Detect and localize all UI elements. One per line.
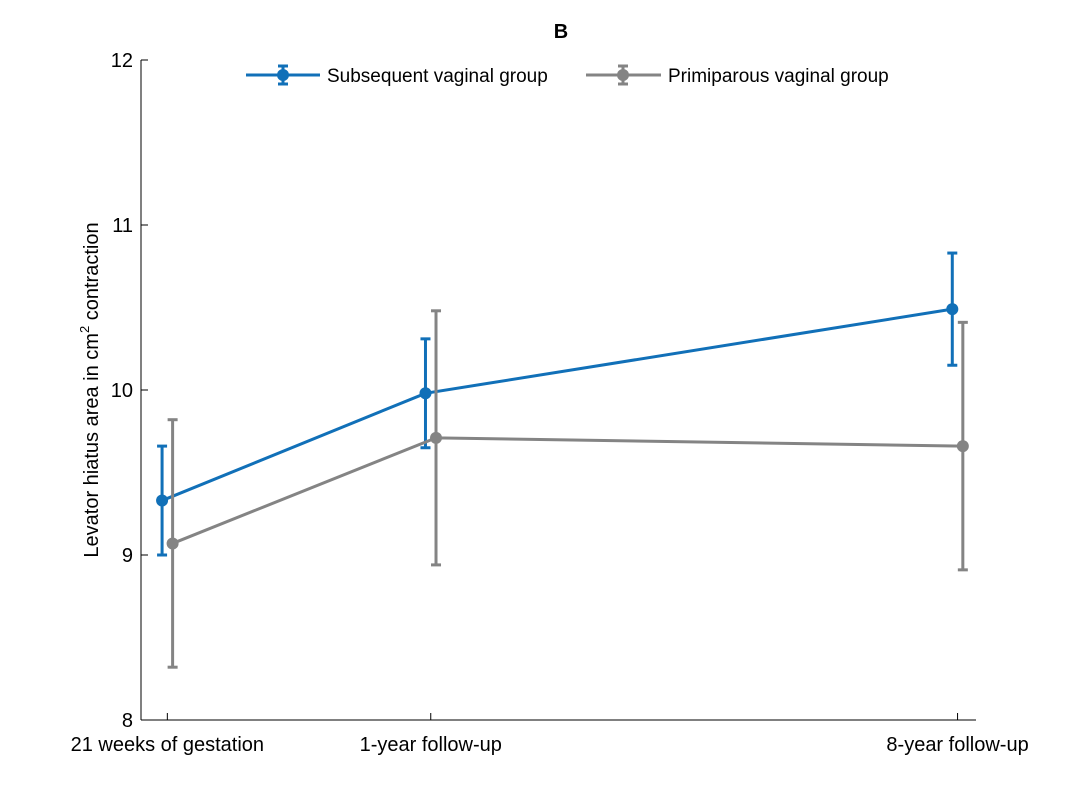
data-point-primiparous-2 xyxy=(956,440,969,453)
x-tick-label-1: 1-year follow-up xyxy=(360,734,502,756)
y-tick-label-2: 10 xyxy=(111,380,133,402)
data-point-subsequent-0 xyxy=(156,494,169,507)
series-line-primiparous xyxy=(172,436,963,545)
series-line-subsequent xyxy=(161,307,953,502)
data-point-subsequent-2 xyxy=(946,303,959,316)
y-tick-label-3: 11 xyxy=(112,215,133,237)
y-axis-label-tail: contraction xyxy=(81,222,103,325)
y-tick-label-4: 12 xyxy=(111,50,133,72)
axes: 8 9 10 11 12 21 weeks of gestation 1-year foll… xyxy=(71,50,1029,756)
x-tick-label-0: 21 weeks of gestation xyxy=(71,734,264,756)
data-point-primiparous-1 xyxy=(430,431,443,444)
data-point-primiparous-0 xyxy=(166,537,179,550)
legend-marker-primiparous xyxy=(617,69,629,81)
legend: Subsequent vaginal group Primiparous vag… xyxy=(246,64,889,87)
data-point-subsequent-1 xyxy=(419,387,432,400)
legend-label-primiparous: Primiparous vaginal group xyxy=(668,66,889,87)
y-tick-label-1: 9 xyxy=(122,545,133,567)
legend-label-subsequent: Subsequent vaginal group xyxy=(327,66,548,87)
chart-title: B xyxy=(554,21,568,43)
legend-item-subsequent: Subsequent vaginal group xyxy=(246,64,548,87)
y-axis-label: Levator hiatus area in cm2 contraction xyxy=(77,222,103,557)
y-axis-label-main: Levator hiatus area in cm xyxy=(81,333,103,558)
y-tick-label-0: 8 xyxy=(122,710,133,732)
y-axis-label-superscript: 2 xyxy=(77,326,92,333)
series-layer xyxy=(156,251,969,669)
legend-marker-subsequent xyxy=(277,69,289,81)
x-tick-label-2: 8-year follow-up xyxy=(886,734,1028,756)
legend-item-primiparous: Primiparous vaginal group xyxy=(586,64,889,87)
series-subsequent xyxy=(156,251,959,557)
series-primiparous xyxy=(166,309,969,669)
